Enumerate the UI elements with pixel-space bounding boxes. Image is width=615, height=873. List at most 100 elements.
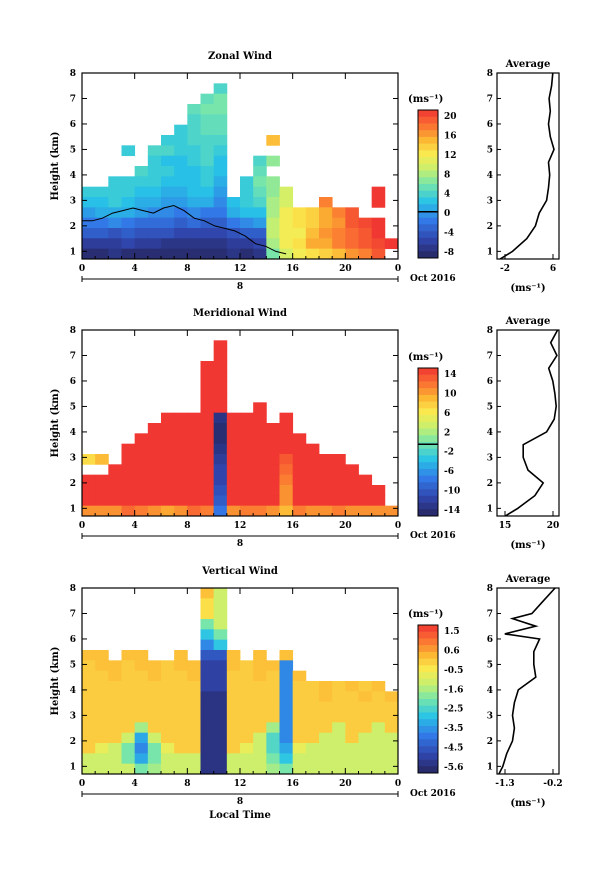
y-tick-label: 2 [70, 479, 76, 489]
heatmap-cell [345, 732, 359, 744]
heatmap-cell [253, 732, 267, 744]
heatmap-cell [332, 207, 346, 219]
heatmap-cell [226, 217, 241, 229]
y-tick-label: 1 [70, 762, 76, 772]
heatmap-cell [371, 691, 386, 703]
heatmap-cell [358, 712, 373, 723]
heatmap-cell [253, 197, 267, 208]
heatmap-cell [332, 701, 346, 713]
heatmap-cell [292, 732, 307, 744]
colorbar-tick-label: 0 [444, 209, 450, 219]
heatmap-cell [279, 670, 294, 682]
heatmap-cell [213, 505, 228, 517]
profile-x-tick-label: -1.3 [495, 779, 514, 789]
heatmap-cell [82, 763, 96, 775]
heatmap-cell [108, 217, 122, 229]
colorbar-frame [417, 624, 439, 774]
colorbar-tick-label: 6 [444, 409, 450, 419]
heatmap-cell [200, 381, 215, 393]
heatmap-cell [147, 701, 162, 713]
heatmap-cell [226, 495, 241, 507]
heatmap-cell [187, 691, 201, 703]
heatmap-cell [95, 248, 109, 260]
heatmap-cell [121, 495, 136, 507]
heatmap-cell [187, 124, 201, 136]
heatmap-cell [240, 176, 254, 188]
heatmap-cell [200, 732, 215, 744]
heatmap-cell [279, 238, 294, 250]
heatmap-cell [253, 660, 267, 672]
heatmap-cell [253, 412, 267, 424]
heatmap-cell [319, 248, 333, 260]
y-tick-label: 2 [70, 737, 76, 747]
heatmap-cell [121, 660, 136, 672]
heatmap-cell [292, 454, 307, 465]
heatmap-cell [200, 248, 215, 260]
heatmap-cell [187, 485, 201, 496]
heatmap-cell [121, 753, 136, 765]
heatmap-cell [187, 722, 201, 734]
heatmap-cell [213, 732, 228, 744]
heatmap-cell [226, 763, 241, 775]
colorbar-swatch [418, 251, 438, 259]
heatmap-cell [358, 763, 373, 775]
heatmap-cell [108, 485, 122, 496]
heatmap-cell [161, 732, 175, 744]
profile-y-tick-label: 3 [487, 196, 493, 206]
heatmap-cell [200, 712, 215, 723]
colorbar-tick-label: 12 [444, 151, 457, 161]
colorbar-swatch [418, 204, 438, 212]
heatmap-cell [147, 743, 162, 754]
heatmap-cell [187, 186, 201, 198]
heatmap-cell [332, 722, 346, 734]
heatmap-cell [174, 753, 188, 765]
heatmap-cell [108, 732, 122, 744]
heatmap-cell [108, 464, 122, 476]
heatmap-cell [200, 392, 215, 403]
heatmap-cell [161, 238, 175, 250]
colorbar-swatch [418, 665, 438, 673]
heatmap-cell [253, 763, 267, 775]
heatmap-cell [82, 495, 96, 507]
heatmap-cell [108, 495, 122, 507]
heatmap-cell [82, 691, 96, 703]
profile-line [504, 329, 559, 517]
heatmap-cell [200, 753, 215, 765]
date-label: Oct 2016 [410, 274, 456, 284]
colorbar-swatch [418, 197, 438, 205]
heatmap-cell [213, 660, 228, 672]
x-tick-label: 20 [339, 779, 352, 789]
colorbar-tick-label: -4 [444, 229, 454, 239]
heatmap-cell [384, 701, 399, 713]
heatmap-cell [253, 402, 267, 414]
heatmap-cell [82, 238, 96, 250]
colorbar-swatch [418, 495, 438, 503]
heatmap-cell [358, 485, 373, 496]
heatmap-cell [253, 505, 267, 517]
heatmap-cell [108, 701, 122, 713]
heatmap-cell [134, 166, 149, 177]
heatmap-cell [371, 495, 386, 507]
heatmap-cell [147, 443, 162, 455]
heatmap-cell [187, 207, 201, 219]
heatmap-cell [121, 743, 136, 754]
heatmap-cell [95, 186, 109, 198]
heatmap-cell [305, 732, 320, 744]
heatmap-cell [161, 228, 175, 239]
heatmap-cell [213, 124, 228, 136]
heatmap-cell [174, 248, 188, 260]
heatmap-cell [226, 505, 241, 517]
heatmap-cell [174, 124, 188, 136]
heatmap-cell [319, 712, 333, 723]
heatmap-cell [266, 763, 280, 775]
heatmap-cell [279, 412, 294, 424]
heatmap-cell [213, 722, 228, 734]
heatmap-cell [240, 197, 254, 208]
heatmap-cell [134, 681, 149, 692]
colorbar-swatch [418, 163, 438, 171]
heatmap-cell [253, 712, 267, 723]
heatmap-cell [213, 83, 228, 95]
y-tick-label: 8 [70, 69, 76, 79]
y-tick-label: 5 [70, 402, 76, 412]
heatmap-cell [95, 660, 109, 672]
